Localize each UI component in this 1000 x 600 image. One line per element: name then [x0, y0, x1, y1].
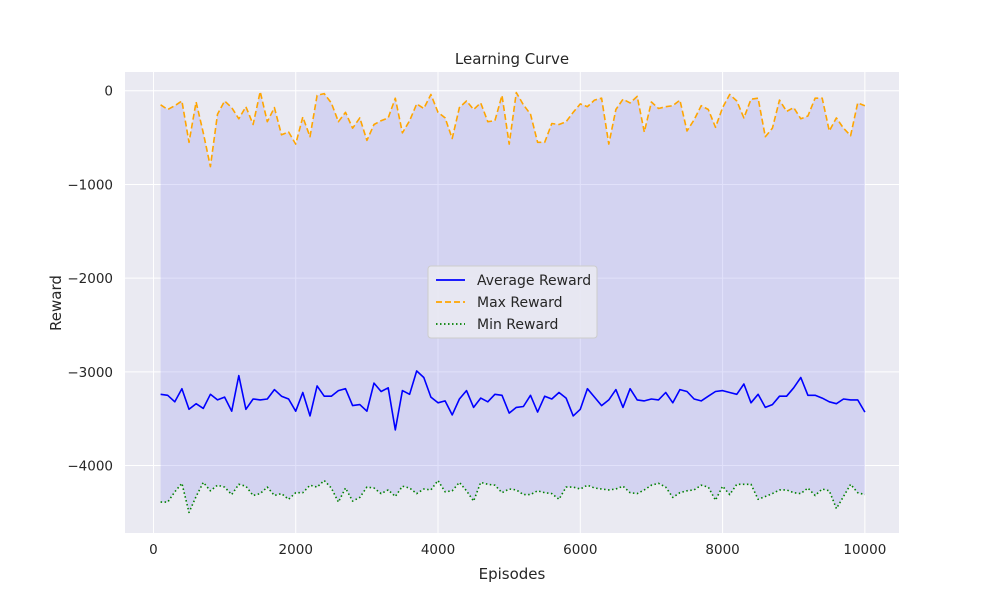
x-tick-label: 8000	[705, 542, 739, 558]
y-axis-label: Reward	[47, 275, 65, 331]
legend: Average Reward Max Reward Min Reward	[427, 265, 598, 339]
y-tick-label: −3000	[67, 365, 113, 381]
series-layer	[160, 90, 866, 514]
x-tick-label: 2000	[279, 542, 313, 558]
legend-label-average: Average Reward	[477, 273, 591, 289]
tick-label-layer: 0 2000 4000 6000 8000 10000 0 −1000 −2000 −3000 −4…	[67, 84, 886, 558]
x-tick-label: 0	[149, 542, 158, 558]
y-tick-label: 0	[104, 84, 113, 100]
series-line-min-reward	[160, 479, 866, 514]
legend-box	[427, 265, 598, 339]
x-tick-label: 4000	[421, 542, 455, 558]
y-tick-label: −4000	[67, 459, 113, 475]
legend-label-max: Max Reward	[477, 295, 563, 311]
chart-title: Learning Curve	[455, 50, 569, 68]
series-line-max-reward	[160, 90, 866, 168]
series-line-average-reward	[160, 370, 866, 431]
y-tick-label: −1000	[67, 177, 113, 193]
x-tick-label: 6000	[563, 542, 597, 558]
y-tick-label: −2000	[67, 271, 113, 287]
x-tick-label: 10000	[843, 542, 886, 558]
x-axis-label: Episodes	[479, 565, 546, 583]
legend-label-min: Min Reward	[477, 317, 558, 333]
